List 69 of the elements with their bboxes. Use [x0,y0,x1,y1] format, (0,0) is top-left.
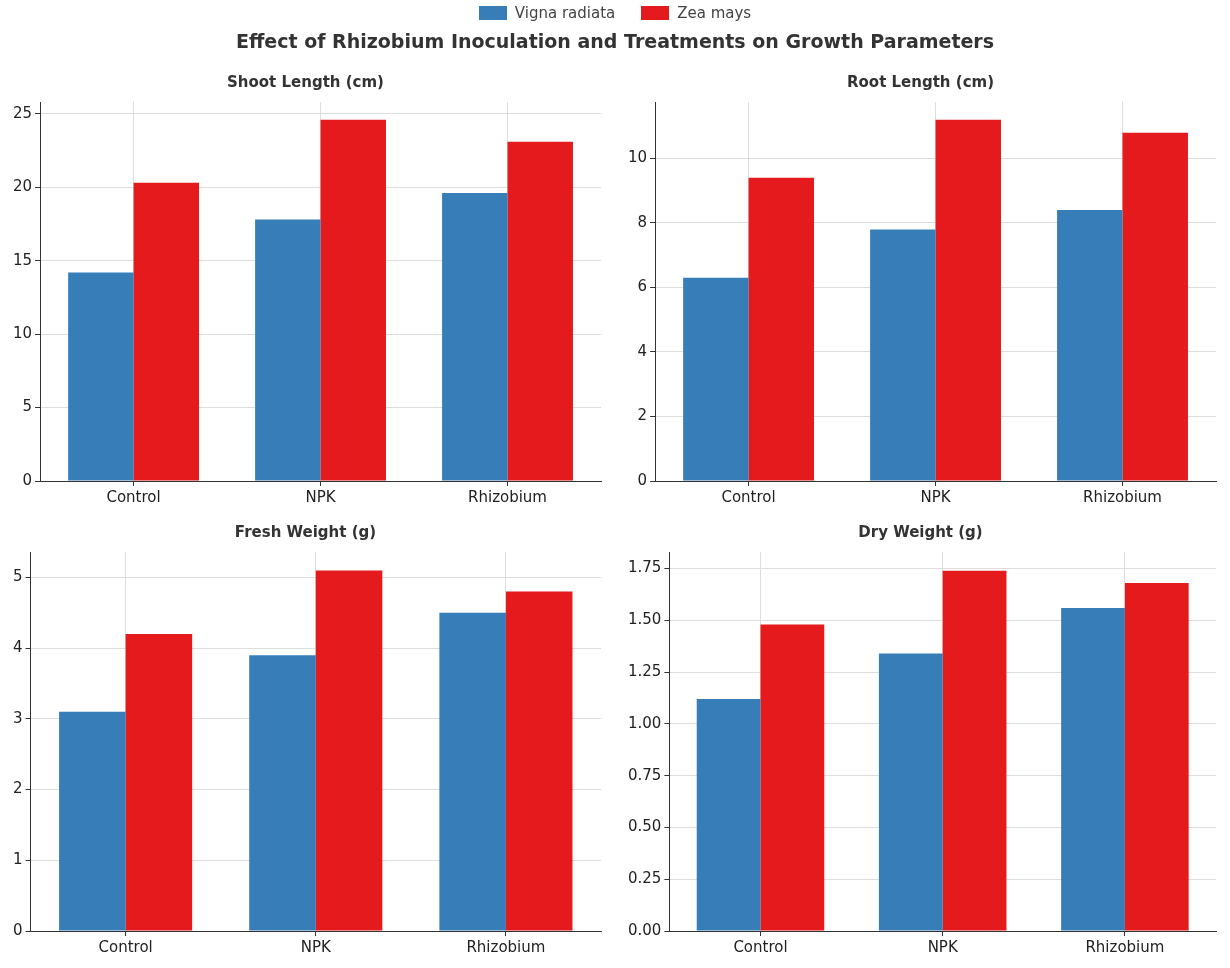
y-tick-label: 0 [13,920,23,939]
chart-title: Root Length (cm) [846,72,995,91]
y-tick-label: 20 [12,177,33,196]
bar [683,277,749,481]
chart-title: Fresh Weight (g) [234,522,377,541]
y-tick-label: 0.00 [627,920,662,939]
x-tick-label: Control [98,937,153,956]
x-tick-label: Control [106,487,161,506]
y-tick-label: 10 [12,323,33,342]
bar [942,570,1007,931]
chart-title: Dry Weight (g) [858,522,983,541]
y-tick-label: 15 [12,250,33,269]
bar [315,570,383,931]
bar [255,219,321,481]
bar [870,229,936,481]
bar [1061,607,1125,931]
y-tick-label: 0 [637,470,648,489]
bar [249,655,316,931]
y-tick-label: 1.75 [627,558,662,577]
x-tick-label: Rhizobium [466,937,546,956]
y-tick-label: 0.25 [627,869,662,888]
y-tick-label: 1.50 [627,610,662,629]
y-tick-label: 1.00 [627,713,662,732]
bar [1124,583,1189,931]
y-tick-label: 1.25 [627,662,662,681]
bar [1057,210,1123,481]
y-tick-label: 0.75 [627,765,662,784]
x-tick-label: Control [721,487,776,506]
x-tick-label: Rhizobium [468,487,547,506]
bar [439,612,506,931]
bar [935,119,1001,481]
bar [878,653,943,931]
bar [320,119,386,481]
x-tick-label: Rhizobium [1083,487,1162,506]
x-tick-label: Control [733,937,788,956]
bar [748,177,815,481]
bar [133,182,200,481]
y-tick-label: 4 [637,341,648,360]
bar [59,711,126,931]
x-tick-label: NPK [927,937,959,956]
bar [696,699,761,931]
text: Effect of Rhizobium Inoculation and Treatments on Growth Parameters [234,30,996,52]
bar [760,624,825,931]
y-tick-label: 8 [637,212,648,231]
y-tick-label: 5 [22,397,33,416]
y-tick-label: 3 [13,708,23,727]
bar [505,591,573,931]
bar [1122,132,1188,481]
legend-label: Vigna radiata [513,4,616,24]
y-tick-label: 2 [13,779,23,798]
y-tick-label: 6 [637,277,648,296]
bar [507,141,573,481]
x-tick-label: NPK [305,487,337,506]
y-tick-label: 2 [637,406,648,425]
y-tick-label: 10 [627,148,648,167]
chart-title: Shoot Length (cm) [227,72,384,91]
y-tick-label: 0.50 [627,817,662,836]
x-tick-label: NPK [920,487,952,506]
y-tick-label: 5 [13,567,23,586]
bar [125,634,193,931]
y-tick-label: 4 [13,638,23,657]
y-tick-label: 1 [13,850,23,869]
bar [68,272,134,481]
x-tick-label: Rhizobium [1085,937,1165,956]
bar [442,193,508,481]
x-tick-label: NPK [300,937,332,956]
y-tick-label: 0 [22,470,33,489]
legend-label: Zea mays [676,4,752,24]
y-tick-label: 25 [12,103,33,122]
